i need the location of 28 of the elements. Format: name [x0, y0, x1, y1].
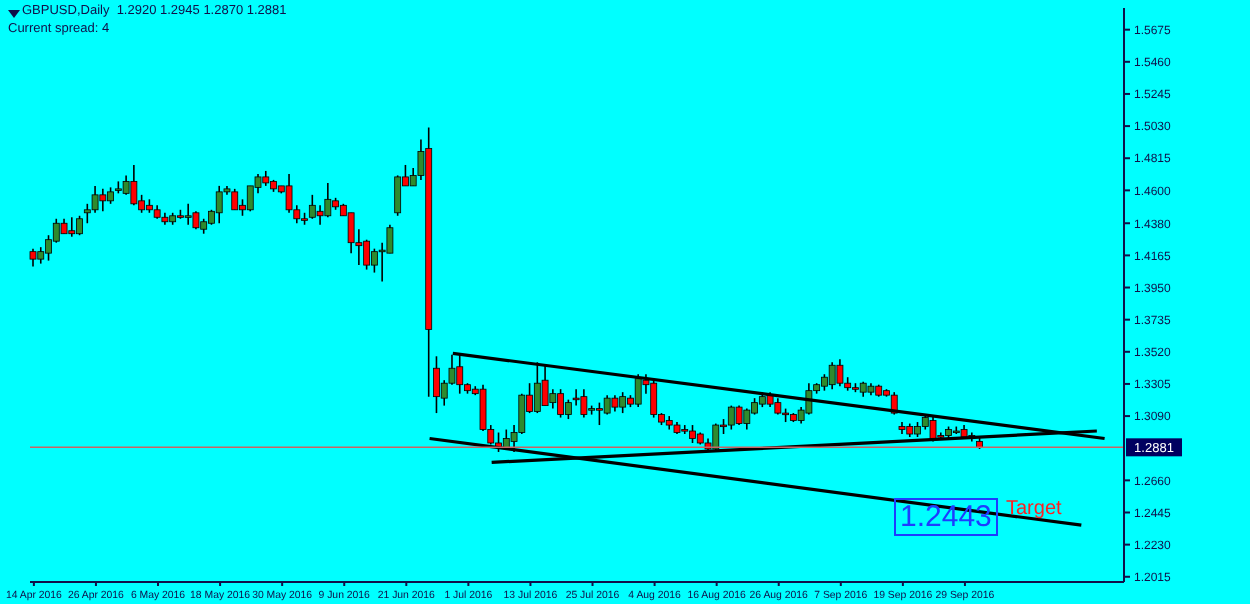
candlestick: [68, 216, 76, 238]
candlestick: [231, 188, 239, 211]
candlestick: [370, 247, 378, 274]
candlestick: [596, 401, 603, 426]
candlestick: [603, 394, 611, 416]
candlestick: [572, 388, 580, 407]
candlestick: [99, 188, 107, 213]
annotation: 1.2443: [894, 498, 998, 536]
candlestick: [836, 358, 844, 387]
candlestick: [184, 203, 192, 226]
candlestick: [316, 204, 324, 226]
candlestick: [634, 373, 642, 408]
candlestick: [215, 185, 223, 225]
candlestick: [549, 388, 557, 410]
candlestick: [130, 164, 138, 207]
candlestick: [308, 194, 316, 220]
candlestick: [122, 174, 130, 196]
candlestick: [324, 182, 332, 219]
candlestick: [580, 388, 588, 419]
candlestick: [650, 379, 658, 419]
candlestick: [394, 174, 402, 217]
candlestick: [828, 361, 836, 390]
candlestick: [533, 361, 541, 414]
candlestick: [76, 214, 83, 237]
candlestick: [619, 391, 627, 414]
candlestick: [541, 364, 549, 407]
annotation: Target: [1006, 498, 1062, 520]
candlestick: [557, 388, 564, 419]
